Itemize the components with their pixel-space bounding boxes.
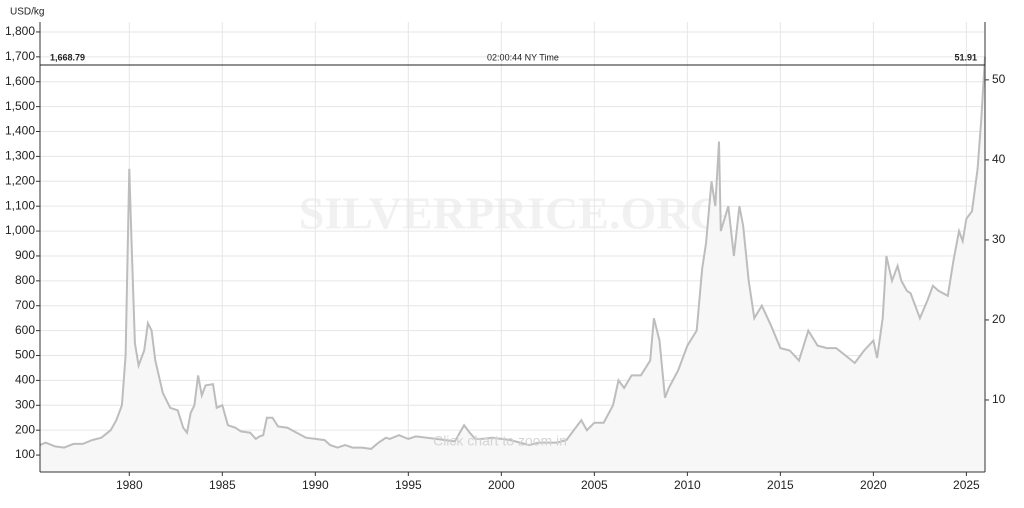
x-tick-label: 2010 (674, 478, 701, 492)
y-tick-label: 1,300 (5, 149, 35, 163)
y2-tick-label: 10 (992, 392, 1006, 406)
y-tick-label: 1,600 (5, 74, 35, 88)
header-value: 1,668.79 (50, 52, 85, 62)
x-tick-label: 2005 (581, 478, 608, 492)
y-tick-label: 1,000 (5, 223, 35, 237)
y-tick-label: 1,500 (5, 99, 35, 113)
header-value-oz: 51.91 (954, 52, 977, 62)
y-tick-label: 800 (15, 273, 35, 287)
y-tick-label: 700 (15, 298, 35, 312)
x-tick-label: 1980 (116, 478, 143, 492)
zoom-hint: Click chart to zoom in (433, 433, 567, 449)
x-tick-label: 2020 (860, 478, 887, 492)
y2-tick-label: 50 (992, 72, 1006, 86)
y-tick-label: 100 (15, 447, 35, 461)
y-axis-label: USD/kg (10, 7, 44, 18)
y2-tick-label: 20 (992, 312, 1006, 326)
x-tick-label: 2015 (767, 478, 794, 492)
x-tick-label: 1995 (395, 478, 422, 492)
y-tick-label: 500 (15, 348, 35, 362)
y-tick-label: 1,400 (5, 124, 35, 138)
y-tick-label: 400 (15, 373, 35, 387)
area (40, 56, 985, 473)
y-tick-label: 1,200 (5, 173, 35, 187)
x-tick-label: 1985 (209, 478, 236, 492)
header-time: 02:00:44 NY Time (487, 52, 559, 62)
line (39, 56, 986, 450)
x-tick-label: 2025 (953, 478, 980, 492)
y-tick-label: 1,100 (5, 198, 35, 212)
y-tick-label: 900 (15, 248, 35, 262)
y2-tick-label: 30 (992, 232, 1006, 246)
y-tick-label: 300 (15, 397, 35, 411)
watermark: SILVERPRICE.ORG (299, 188, 725, 239)
x-tick-label: 2000 (488, 478, 515, 492)
y2-tick-label: 40 (992, 152, 1006, 166)
y-tick-label: 600 (15, 323, 35, 337)
y-tick-label: 1,700 (5, 49, 35, 63)
x-tick-label: 1990 (302, 478, 329, 492)
y-tick-label: 200 (15, 422, 35, 436)
y-tick-label: 1,800 (5, 24, 35, 38)
